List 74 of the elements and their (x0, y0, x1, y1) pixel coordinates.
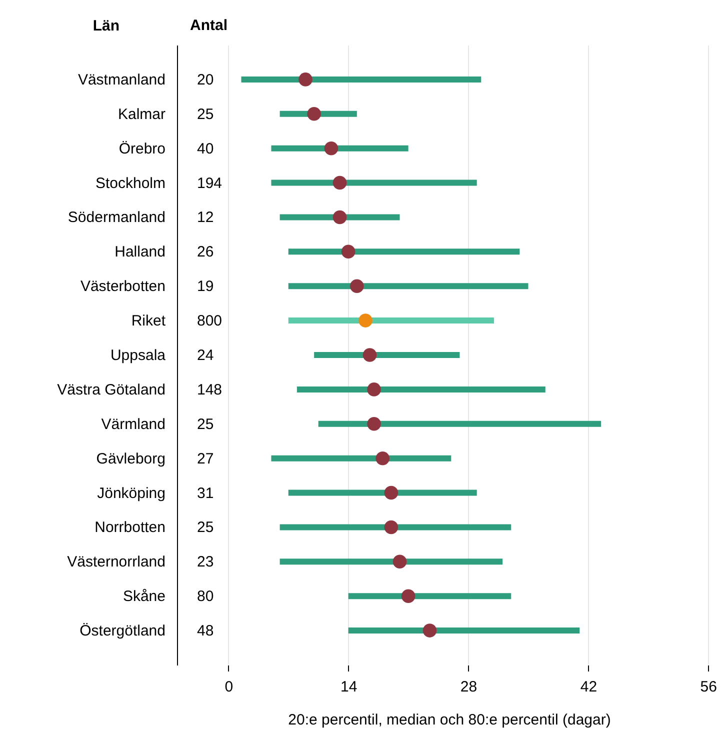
x-tick-label: 14 (340, 678, 358, 696)
y2-tick-label: 48 (197, 622, 214, 640)
x-axis-title: 20:e percentil, median och 80:e percentil (dagar) (288, 712, 611, 728)
y2-axis-title: Antal (190, 17, 228, 34)
y-tick-label: Stockholm (95, 174, 166, 192)
point (401, 589, 416, 603)
y2-tick-label: 80 (197, 588, 214, 606)
point (384, 520, 398, 534)
bar (296, 386, 546, 392)
y2-tick-label: 31 (197, 484, 214, 502)
y-tick-label: Uppsala (110, 347, 166, 364)
bar (314, 352, 460, 358)
bar (241, 76, 482, 82)
x-tick-label: 28 (460, 678, 478, 696)
point (358, 314, 372, 328)
y-tick-label: Örebro (118, 140, 166, 158)
y-axis-title: Län (92, 18, 120, 34)
x-tick-label: 56 (700, 678, 717, 696)
y-tick-label: Västerbotten (80, 278, 166, 296)
y-tick-label: Västmanland (78, 71, 166, 88)
x-tick-label: 42 (580, 678, 598, 696)
bar (280, 558, 503, 565)
point (307, 107, 321, 121)
bar (271, 455, 452, 462)
bar (348, 593, 512, 600)
y-tick-label: Gävleborg (96, 450, 166, 468)
point (362, 348, 377, 362)
y2-tick-label: 25 (197, 416, 214, 433)
y2-tick-label: 25 (197, 519, 214, 536)
y2-tick-label: 23 (197, 554, 214, 571)
y-tick-label: Halland (114, 244, 166, 261)
y-tick-label: Västra Götaland (57, 381, 166, 398)
y-tick-label: Riket (131, 312, 166, 330)
point (367, 382, 381, 396)
point (341, 244, 356, 259)
bar (288, 248, 520, 255)
bar (318, 420, 602, 427)
y-tick-label: Skåne (122, 588, 166, 606)
point (332, 176, 347, 190)
point (376, 451, 390, 466)
bar (271, 180, 477, 186)
y-tick-label: Norrbotten (94, 519, 166, 536)
y2-tick-label: 25 (197, 106, 214, 123)
bar (348, 628, 580, 634)
bar (288, 318, 494, 324)
x-tick-label: 0 (224, 678, 234, 696)
y2-tick-label: 26 (197, 244, 214, 261)
y2-tick-label: 27 (197, 450, 214, 468)
y2-tick-label: 20 (197, 71, 214, 88)
y2-tick-label: 148 (197, 381, 222, 398)
y2-tick-label: 40 (197, 140, 214, 158)
point (392, 554, 407, 569)
y-tick-label: Östergötland (80, 622, 166, 640)
point (422, 624, 437, 638)
y2-tick-label: 194 (197, 174, 222, 192)
y-tick-label: Kalmar (118, 106, 166, 123)
point (298, 72, 312, 86)
y2-tick-label: 800 (197, 312, 222, 330)
point (350, 279, 364, 293)
point (332, 210, 347, 224)
point (367, 417, 381, 431)
y-tick-label: Södermanland (68, 209, 166, 226)
bar (288, 490, 477, 496)
bar (280, 524, 512, 530)
y2-tick-label: 24 (197, 347, 214, 364)
point (384, 486, 398, 500)
y-tick-label: Värmland (101, 416, 166, 433)
y2-tick-label: 19 (197, 278, 214, 296)
y-tick-label: Jönköping (97, 484, 166, 502)
bar (271, 145, 408, 152)
bar (288, 283, 528, 290)
point (324, 141, 338, 156)
y2-tick-label: 12 (197, 209, 214, 226)
y-tick-label: Västernorrland (67, 554, 166, 571)
